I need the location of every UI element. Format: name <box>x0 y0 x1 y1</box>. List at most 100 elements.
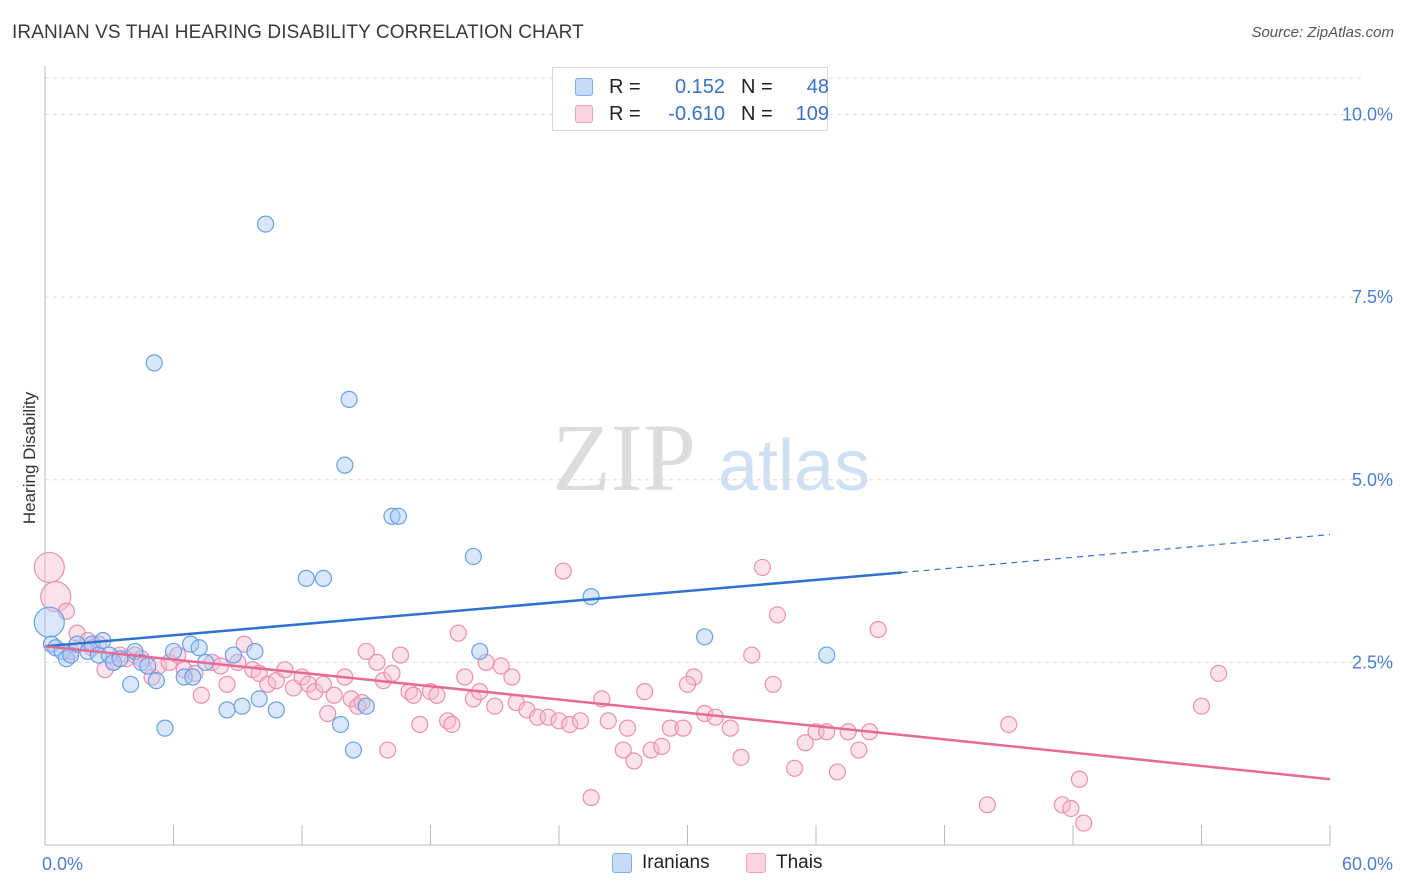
thai-point-49 <box>449 624 467 642</box>
iranian-point-35 <box>336 456 354 474</box>
iranian-point-20 <box>164 642 183 661</box>
thai-point-0 <box>33 551 65 584</box>
thai-point-60 <box>550 712 568 730</box>
thai-point-42 <box>383 664 401 682</box>
thai-point-62 <box>571 712 590 730</box>
thai-trend-line <box>44 645 1331 781</box>
thai-point-82 <box>796 734 814 752</box>
thai-point-104 <box>678 675 697 693</box>
iranian-point-45 <box>818 646 836 664</box>
bottom-legend-iranians: Iranians <box>612 850 710 876</box>
thai-point-97 <box>1210 664 1228 682</box>
trend-lines <box>44 533 1331 781</box>
legend-r-value: 0.152 <box>674 75 725 98</box>
thai-point-98 <box>319 704 337 723</box>
iranian-point-33 <box>314 569 333 587</box>
tick-labels: 2.5% 5.0% 7.5% 10.0% 0.0% 60.0% <box>42 105 1393 874</box>
iranian-point-47 <box>184 668 202 686</box>
watermark-zip: ZIP <box>552 404 696 511</box>
thai-point-71 <box>661 719 679 737</box>
chart-title: IRANIAN VS THAI HEARING DISABILITY CORRE… <box>12 22 584 43</box>
y-tick-label: 7.5% <box>1352 287 1393 307</box>
thai-point-47 <box>428 686 446 704</box>
iranian-point-37 <box>344 741 362 759</box>
legend-r-label: R = <box>609 75 641 98</box>
iranian-point-23 <box>190 639 208 657</box>
y-tick-label: 5.0% <box>1352 470 1393 490</box>
thais-legend-swatch <box>746 853 766 873</box>
thai-point-105 <box>764 675 782 693</box>
iranian-point-36 <box>340 390 358 409</box>
iranian-point-46 <box>145 354 163 372</box>
thai-point-80 <box>768 606 787 624</box>
watermark: ZIP atlas <box>552 404 870 511</box>
iranian-point-41 <box>464 547 482 566</box>
legend-row-thais: R = -0.610 N = 109 <box>575 101 829 127</box>
axes <box>44 66 1331 846</box>
thai-point-85 <box>828 763 847 781</box>
iranian-point-32 <box>297 569 315 587</box>
thai-point-81 <box>785 759 804 777</box>
thai-point-54 <box>486 697 504 715</box>
legend-n-label: N = <box>741 75 773 98</box>
watermark-atlas: atlas <box>718 426 870 506</box>
thai-point-65 <box>599 712 617 730</box>
y-tick-label: 10.0% <box>1342 105 1393 125</box>
x-tick-label: 0.0% <box>42 854 83 874</box>
thai-point-67 <box>625 752 643 770</box>
thai-point-87 <box>850 741 868 759</box>
thai-point-77 <box>732 748 750 766</box>
iranian-point-26 <box>224 646 243 664</box>
iranian-point-44 <box>696 628 714 646</box>
thai-point-90 <box>978 796 996 814</box>
thai-point-66 <box>614 741 632 759</box>
thai-point-61 <box>561 715 579 734</box>
iranian-point-18 <box>147 672 165 690</box>
iranian-point-27 <box>233 697 251 715</box>
thai-point-39 <box>357 642 375 661</box>
thai-point-69 <box>642 741 660 759</box>
thai-point-102 <box>503 668 521 686</box>
iranian-point-29 <box>250 690 268 708</box>
thai-point-40 <box>368 653 386 671</box>
iranian-point-22 <box>182 635 200 653</box>
thai-point-76 <box>721 719 739 737</box>
iranian-point-40 <box>389 507 407 525</box>
thai-point-100 <box>404 686 422 704</box>
thai-point-101 <box>554 562 572 580</box>
thai-point-79 <box>753 558 772 577</box>
thai-point-95 <box>1075 814 1093 832</box>
thai-point-22 <box>218 675 236 693</box>
iranians-swatch <box>575 78 593 96</box>
thai-points <box>33 551 1228 832</box>
iranian-point-17 <box>139 657 157 675</box>
thai-point-19 <box>192 686 210 704</box>
thai-point-63 <box>582 788 600 807</box>
x-tick-label: 60.0% <box>1342 854 1393 874</box>
legend-r-label: R = <box>609 102 641 125</box>
iranians-legend-label: Iranians <box>642 852 710 873</box>
iranian-point-38 <box>357 697 375 715</box>
iranian-point-0 <box>33 606 65 638</box>
iranian-point-5 <box>62 646 80 664</box>
thai-point-89 <box>869 620 887 639</box>
iranian-point-25 <box>218 701 236 719</box>
source-label: Source: ZipAtlas.com <box>1251 24 1394 41</box>
iranian-points <box>33 215 836 759</box>
iranian-trend-extension <box>901 533 1331 574</box>
thais-legend-label: Thais <box>776 852 823 873</box>
thai-point-106 <box>379 741 397 759</box>
thai-point-50 <box>456 668 474 686</box>
iranian-point-14 <box>122 675 140 693</box>
thai-point-55 <box>492 657 510 675</box>
iranian-point-30 <box>256 215 275 233</box>
gridlines <box>45 77 1365 663</box>
thai-point-43 <box>391 646 410 664</box>
iranian-point-34 <box>331 715 350 734</box>
thai-point-93 <box>1062 799 1080 818</box>
thai-point-92 <box>1053 796 1071 814</box>
legend-row-iranians: R = 0.152 N = 48 <box>575 74 829 100</box>
thai-point-68 <box>636 682 654 701</box>
thai-point-70 <box>653 737 671 755</box>
